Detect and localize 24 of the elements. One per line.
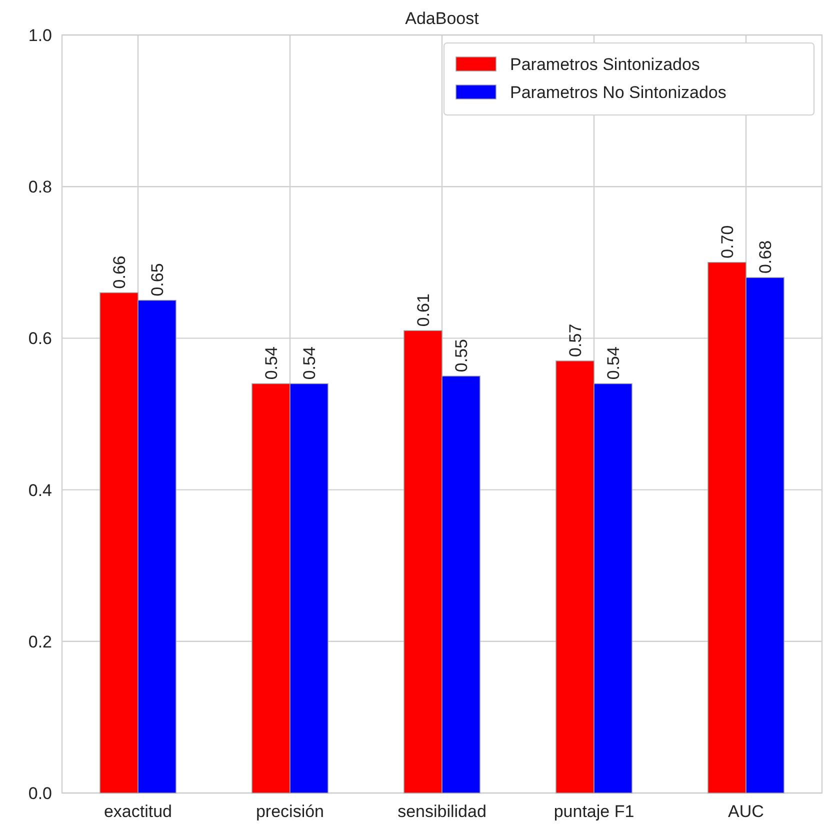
y-tick-label: 0.8 (28, 178, 52, 197)
text: 0.68 (756, 240, 775, 274)
y-tick-label: 0.2 (28, 632, 52, 652)
x-tick-label: sensibilidad (398, 802, 486, 821)
chart-title: AdaBoost (405, 9, 480, 28)
legend-label: Parametros No Sintonizados (510, 82, 726, 102)
text: 0.54 (262, 346, 281, 380)
y-tick-label: 0.6 (28, 329, 52, 348)
text: 0.55 (452, 339, 471, 372)
text: 0.70 (718, 225, 737, 258)
x-tick-label: AUC (728, 802, 764, 821)
text: 0.66 (110, 256, 129, 289)
text: 0.54 (604, 346, 623, 380)
text: 0.57 (566, 324, 585, 357)
text: 0.65 (148, 263, 167, 296)
text: 0.61 (414, 294, 433, 327)
x-tick-label: exactitud (104, 802, 172, 821)
y-tick-label: 0.4 (28, 480, 52, 500)
y-tick-label: 1.0 (28, 26, 52, 45)
x-tick-label: puntaje F1 (554, 802, 634, 821)
y-tick-label: 0.0 (28, 784, 52, 803)
x-tick-label: precisión (256, 802, 324, 821)
text: 0.54 (300, 346, 319, 380)
legend-label: Parametros Sintonizados (510, 54, 700, 74)
